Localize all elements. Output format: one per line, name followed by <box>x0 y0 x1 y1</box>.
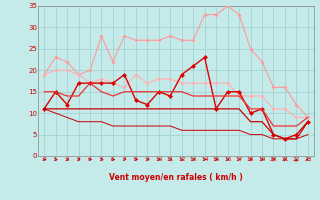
X-axis label: Vent moyen/en rafales ( km/h ): Vent moyen/en rafales ( km/h ) <box>109 174 243 182</box>
